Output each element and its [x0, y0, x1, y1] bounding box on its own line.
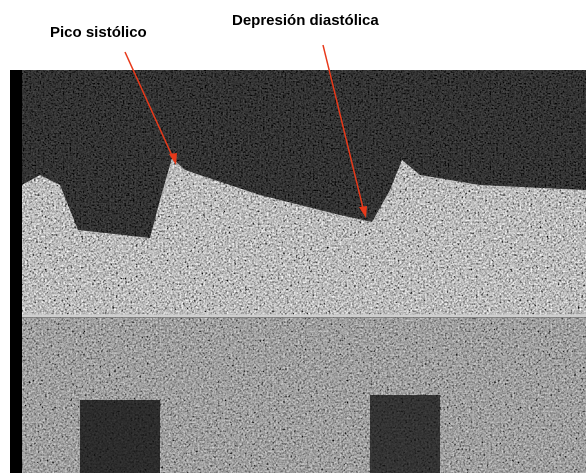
- left-border: [10, 70, 22, 473]
- label: Pico sistólico: [50, 24, 147, 41]
- dark-patch: [370, 395, 440, 473]
- dark-patch: [80, 400, 160, 473]
- label: Depresión diastólica: [232, 12, 379, 29]
- doppler-figure: Pico sistólico Depresión diastólica: [0, 0, 586, 473]
